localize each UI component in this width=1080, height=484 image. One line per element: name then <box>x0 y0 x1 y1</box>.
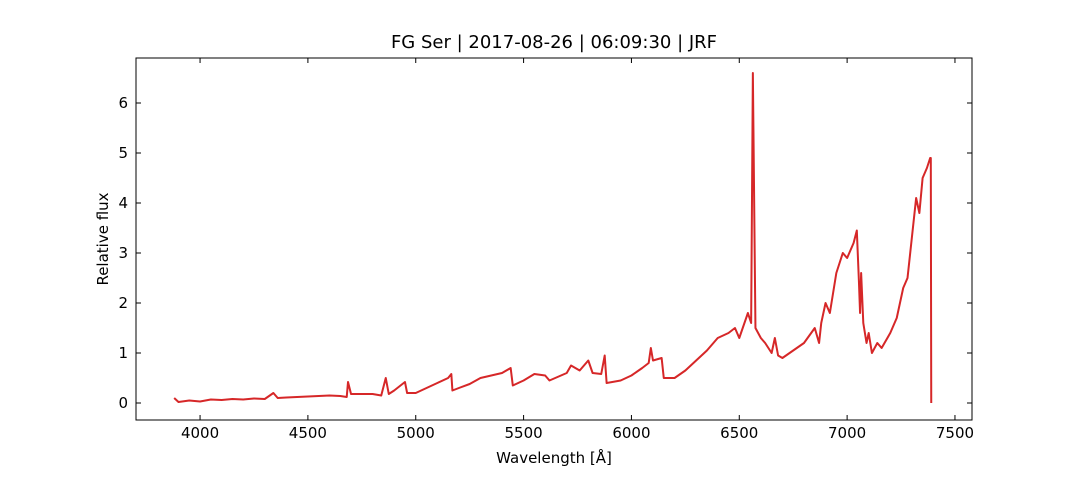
x-tick-label: 5500 <box>504 424 542 442</box>
y-tick-label: 3 <box>118 244 128 262</box>
y-tick-label: 6 <box>118 94 128 112</box>
chart-title: FG Ser | 2017-08-26 | 06:09:30 | JRF <box>391 32 717 53</box>
y-tick-label: 1 <box>118 344 128 362</box>
plot-frame <box>135 57 973 421</box>
x-tick-label: 7500 <box>936 424 974 442</box>
y-tick-label: 2 <box>118 294 128 312</box>
x-tick-label: 4000 <box>181 424 219 442</box>
x-tick-label: 7000 <box>828 424 866 442</box>
x-tick-label: 5000 <box>397 424 435 442</box>
x-tick-label: 6000 <box>612 424 650 442</box>
x-tick-label: 6500 <box>720 424 758 442</box>
y-tick-label: 5 <box>118 144 128 162</box>
y-axis-label: Relative flux <box>94 192 112 285</box>
y-tick-label: 4 <box>118 194 128 212</box>
x-tick-label: 4500 <box>289 424 327 442</box>
x-axis-label: Wavelength [Å] <box>496 448 612 467</box>
spectrum-line <box>173 72 933 404</box>
y-tick-label: 0 <box>118 394 128 412</box>
